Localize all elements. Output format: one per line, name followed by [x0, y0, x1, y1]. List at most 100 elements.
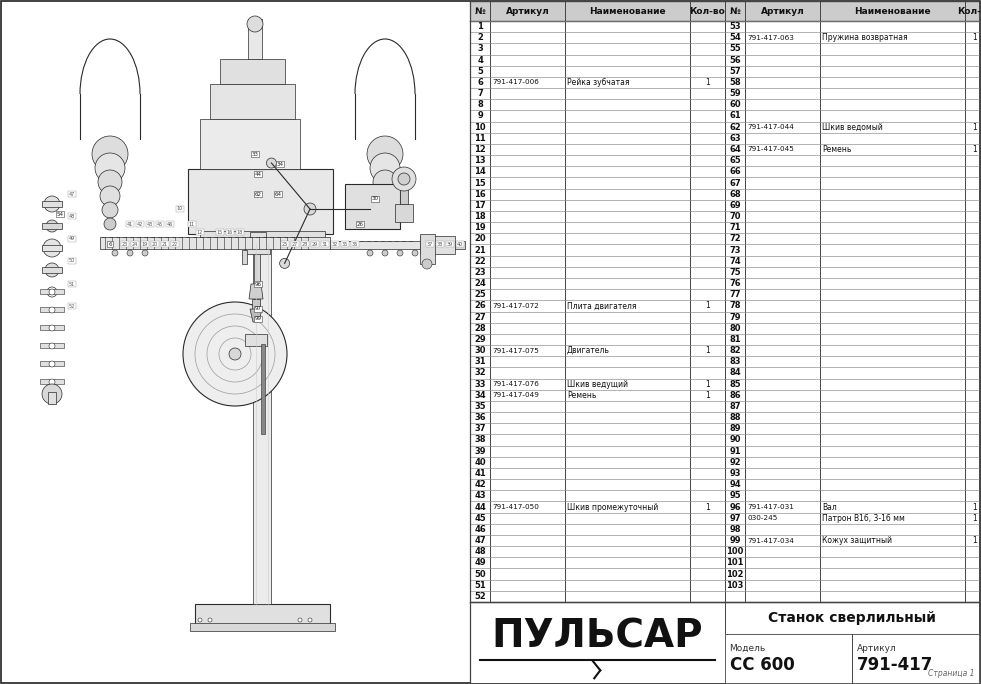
Text: 1: 1 — [705, 391, 710, 400]
Text: 36: 36 — [352, 241, 358, 246]
Text: Наименование: Наименование — [854, 7, 931, 16]
Text: 6: 6 — [108, 241, 112, 246]
Bar — [190, 623, 335, 631]
Text: Наименование: Наименование — [590, 7, 666, 16]
Text: 1: 1 — [972, 34, 977, 42]
Text: Артикул: Артикул — [856, 644, 897, 653]
Text: Страница 1: Страница 1 — [928, 669, 975, 678]
Text: 73: 73 — [729, 246, 741, 254]
Bar — [40, 307, 64, 312]
Text: Вал: Вал — [822, 503, 837, 512]
Text: 95: 95 — [729, 491, 741, 501]
Text: 63: 63 — [729, 134, 741, 143]
Text: 1: 1 — [705, 380, 710, 389]
Text: 17: 17 — [474, 201, 486, 210]
Text: 030-245: 030-245 — [747, 515, 777, 521]
Text: 31: 31 — [474, 357, 486, 366]
Text: 35: 35 — [341, 241, 348, 246]
Circle shape — [98, 170, 122, 194]
Circle shape — [373, 170, 397, 194]
Circle shape — [43, 239, 61, 257]
Text: 34: 34 — [474, 391, 486, 400]
Text: 14: 14 — [474, 168, 486, 176]
Text: 59: 59 — [729, 89, 741, 98]
Text: 68: 68 — [729, 189, 741, 198]
Text: 54: 54 — [57, 211, 64, 217]
Text: 101: 101 — [726, 558, 744, 568]
Circle shape — [365, 204, 375, 214]
Text: 791-417-072: 791-417-072 — [492, 303, 539, 309]
Text: 6: 6 — [477, 78, 483, 87]
Text: 37: 37 — [427, 241, 434, 246]
Text: 45: 45 — [157, 222, 163, 226]
Text: 16: 16 — [474, 189, 486, 198]
Text: 791-417-006: 791-417-006 — [492, 79, 539, 86]
Text: 91: 91 — [729, 447, 741, 456]
Circle shape — [49, 361, 55, 367]
Circle shape — [229, 348, 241, 360]
Bar — [48, 392, 56, 404]
Bar — [40, 361, 64, 366]
Circle shape — [370, 153, 400, 183]
Text: 15: 15 — [217, 230, 223, 235]
Text: 27: 27 — [474, 313, 486, 321]
Text: 46: 46 — [167, 222, 173, 226]
Bar — [40, 325, 64, 330]
Text: 42: 42 — [137, 222, 143, 226]
Text: 22: 22 — [172, 241, 179, 246]
Text: 41: 41 — [127, 222, 133, 226]
Text: 82: 82 — [729, 346, 741, 355]
Text: 18: 18 — [474, 212, 486, 221]
Bar — [400, 186, 408, 204]
Circle shape — [377, 202, 393, 218]
Circle shape — [49, 379, 55, 385]
Bar — [725, 602, 979, 634]
Text: 18: 18 — [236, 230, 243, 235]
Bar — [42, 201, 62, 207]
Circle shape — [183, 302, 287, 406]
Bar — [420, 234, 435, 264]
Text: 33: 33 — [251, 151, 259, 157]
Circle shape — [112, 250, 118, 256]
Text: 83: 83 — [729, 357, 741, 366]
Text: 12: 12 — [474, 145, 486, 154]
Text: 25: 25 — [282, 241, 288, 246]
Text: 80: 80 — [729, 324, 741, 332]
Text: Двигатель: Двигатель — [567, 346, 610, 355]
Text: 1: 1 — [972, 122, 977, 131]
Text: 86: 86 — [729, 391, 741, 400]
Bar — [395, 204, 413, 222]
Text: 41: 41 — [474, 469, 486, 478]
Circle shape — [45, 263, 59, 277]
Text: 71: 71 — [729, 223, 741, 232]
Text: 78: 78 — [729, 302, 741, 311]
Text: 60: 60 — [729, 101, 741, 109]
Text: 10: 10 — [474, 122, 486, 131]
Bar — [42, 223, 62, 229]
Circle shape — [267, 158, 277, 168]
Text: 30: 30 — [474, 346, 486, 355]
Text: 92: 92 — [729, 458, 741, 467]
Text: 40: 40 — [474, 458, 486, 467]
Text: 34: 34 — [277, 161, 284, 166]
Text: 791-417-063: 791-417-063 — [747, 35, 794, 41]
Text: 28: 28 — [474, 324, 486, 332]
Bar — [42, 267, 62, 273]
Circle shape — [92, 136, 128, 172]
Text: 28: 28 — [302, 241, 308, 246]
Circle shape — [367, 136, 403, 172]
Text: СС 600: СС 600 — [730, 655, 795, 674]
Text: 64: 64 — [729, 145, 741, 154]
Bar — [252, 299, 260, 309]
Text: 11: 11 — [474, 134, 486, 143]
Text: 15: 15 — [474, 179, 486, 187]
Text: 88: 88 — [729, 413, 741, 422]
Text: 64: 64 — [275, 192, 282, 196]
Text: 39: 39 — [447, 241, 453, 246]
Text: 65: 65 — [729, 156, 741, 165]
Text: 99: 99 — [729, 536, 741, 545]
Text: 74: 74 — [729, 256, 741, 265]
Text: 48: 48 — [474, 547, 486, 556]
Text: 1: 1 — [972, 145, 977, 154]
Text: 791-417-045: 791-417-045 — [747, 146, 794, 153]
